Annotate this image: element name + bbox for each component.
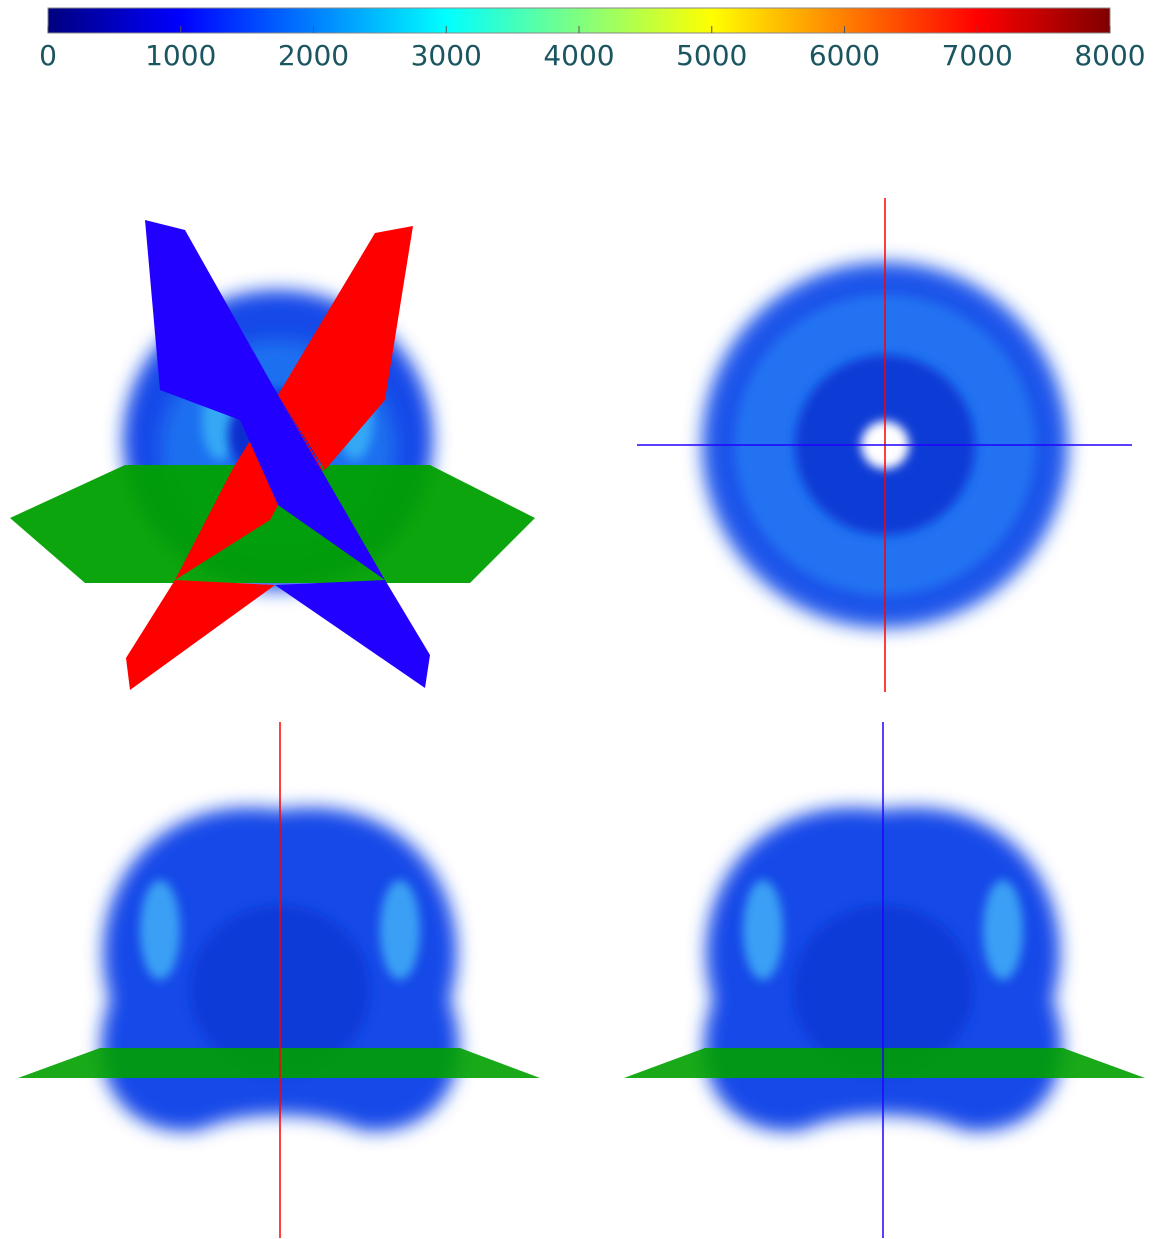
tick-label: 7000 (942, 39, 1013, 72)
panel-top (637, 198, 1132, 692)
tick-label: 8000 (1074, 39, 1145, 72)
plane-red (126, 580, 275, 690)
tick-label: 5000 (676, 39, 747, 72)
plane-blue (275, 580, 430, 688)
highlight (140, 880, 180, 980)
highlight (743, 880, 783, 980)
panel-side-b (624, 722, 1145, 1238)
page: {"colorbar": {"type": "colorbar", "range… (0, 0, 1154, 1239)
tick-label: 2000 (278, 39, 349, 72)
plane-green (624, 1048, 1145, 1078)
tick-label: 1000 (145, 39, 216, 72)
highlight (380, 880, 420, 980)
figure: 0 1000 2000 3000 4000 5000 6000 7000 8000 (0, 0, 1154, 1239)
colorbar: 0 1000 2000 3000 4000 5000 6000 7000 8000 (39, 8, 1146, 72)
highlight (983, 880, 1023, 980)
panel-perspective (10, 220, 535, 690)
tick-label: 3000 (411, 39, 482, 72)
panel-side-a (18, 722, 540, 1238)
tick-label: 6000 (809, 39, 880, 72)
tick-label: 0 (39, 39, 57, 72)
tick-label: 4000 (543, 39, 614, 72)
plane-green (18, 1048, 540, 1078)
